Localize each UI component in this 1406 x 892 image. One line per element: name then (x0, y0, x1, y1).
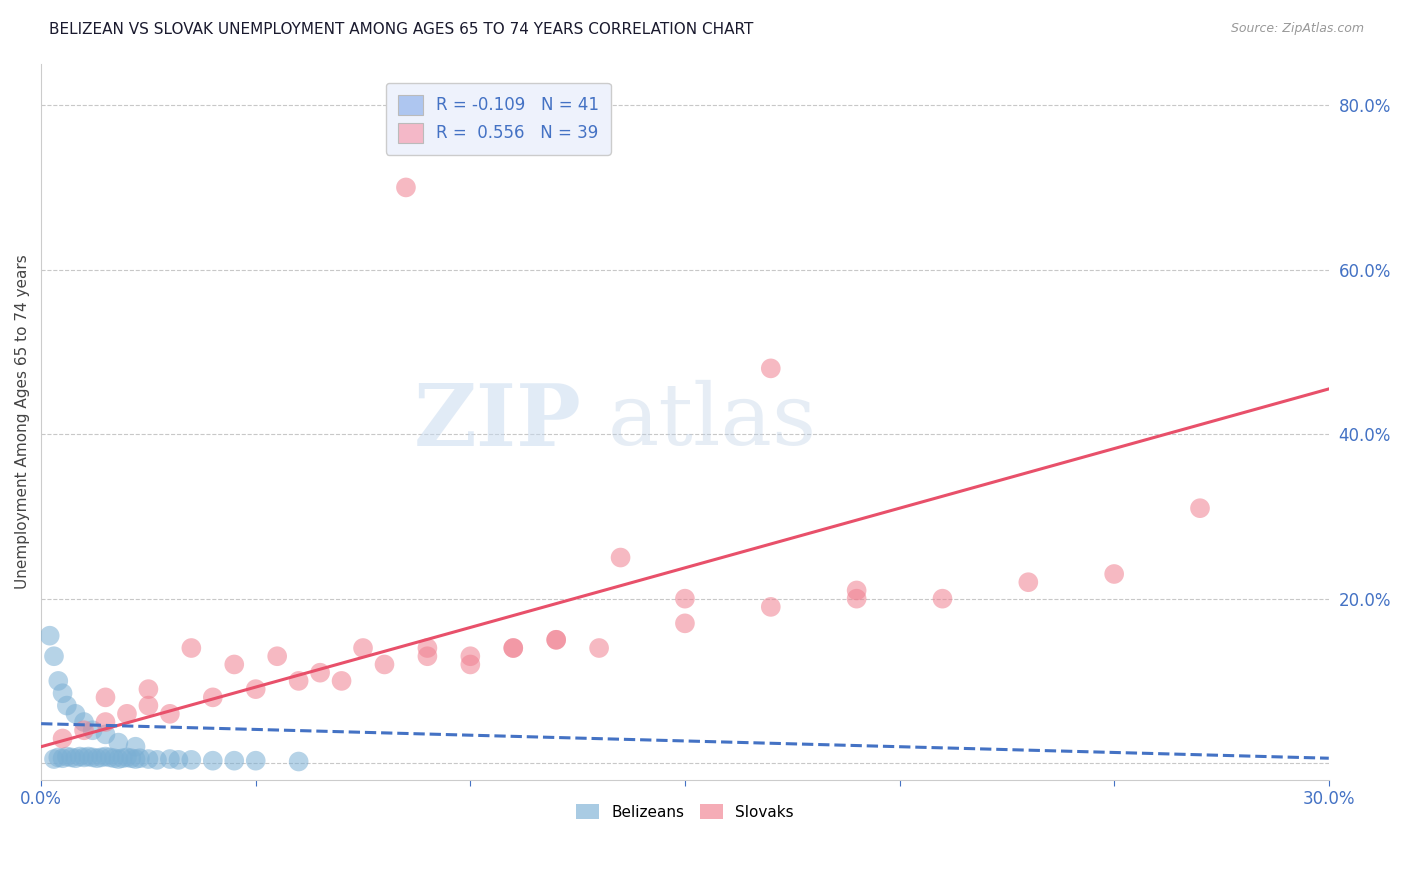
Point (73, 723, 96, 738)
Point (1188, 501, 1211, 516)
Point (82, 723, 104, 738)
Y-axis label: Unemployment Among Ages 65 to 74 years: Unemployment Among Ages 65 to 74 years (15, 254, 30, 590)
Point (115, 706, 138, 721)
Point (38, 629, 60, 643)
Point (94, 690, 117, 705)
Point (42, 752, 65, 766)
Text: BELIZEAN VS SLOVAK UNEMPLOYMENT AMONG AGES 65 TO 74 YEARS CORRELATION CHART: BELIZEAN VS SLOVAK UNEMPLOYMENT AMONG AG… (49, 22, 754, 37)
Point (111, 751, 134, 765)
Point (502, 640, 524, 655)
Point (673, 616, 696, 631)
Point (609, 550, 631, 565)
Text: Source: ZipAtlas.com: Source: ZipAtlas.com (1230, 22, 1364, 36)
Point (245, 754, 267, 768)
Text: atlas: atlas (607, 380, 817, 464)
Point (759, 361, 782, 376)
Point (77, 749, 100, 764)
Point (120, 751, 142, 765)
Point (759, 599, 782, 614)
Point (266, 649, 288, 664)
Point (845, 591, 868, 606)
Point (309, 665, 332, 680)
Point (395, 180, 418, 194)
Point (138, 752, 160, 766)
Point (1102, 566, 1125, 581)
Point (52, 731, 75, 746)
Point (94, 714, 117, 729)
Point (98, 750, 121, 764)
Point (845, 583, 868, 598)
Point (42, 649, 65, 664)
Point (69, 749, 91, 764)
Point (201, 690, 224, 705)
Point (124, 739, 146, 754)
Point (138, 682, 160, 697)
Point (56, 749, 79, 764)
Point (588, 640, 610, 655)
Point (94, 727, 117, 741)
Point (180, 640, 202, 655)
Point (931, 591, 953, 606)
Point (60, 750, 83, 764)
Point (56, 698, 79, 713)
Point (115, 750, 138, 764)
Point (460, 649, 482, 664)
Point (373, 657, 395, 672)
Point (138, 698, 160, 713)
Point (546, 632, 568, 647)
Point (330, 673, 353, 688)
Point (94, 749, 117, 764)
Point (146, 753, 169, 767)
Point (167, 753, 190, 767)
Point (224, 754, 246, 768)
Point (124, 752, 146, 766)
Point (73, 750, 96, 764)
Point (546, 632, 568, 647)
Point (180, 753, 202, 767)
Point (159, 752, 181, 766)
Point (128, 751, 150, 765)
Point (673, 591, 696, 606)
Point (73, 714, 96, 729)
Point (245, 682, 267, 697)
Point (52, 686, 75, 700)
Point (1017, 575, 1039, 590)
Point (46, 750, 69, 764)
Point (107, 736, 129, 750)
Point (52, 751, 75, 765)
Point (416, 649, 439, 664)
Point (224, 657, 246, 672)
Point (103, 751, 125, 765)
Point (107, 752, 129, 766)
Point (460, 657, 482, 672)
Point (416, 640, 439, 655)
Point (159, 706, 181, 721)
Legend: Belizeans, Slovaks: Belizeans, Slovaks (571, 797, 800, 826)
Point (502, 640, 524, 655)
Point (65, 706, 87, 721)
Point (352, 640, 374, 655)
Point (90, 750, 112, 764)
Text: ZIP: ZIP (415, 380, 582, 464)
Point (287, 755, 309, 769)
Point (46, 673, 69, 688)
Point (82, 750, 104, 764)
Point (287, 673, 309, 688)
Point (201, 754, 224, 768)
Point (86, 751, 108, 765)
Point (65, 751, 87, 765)
